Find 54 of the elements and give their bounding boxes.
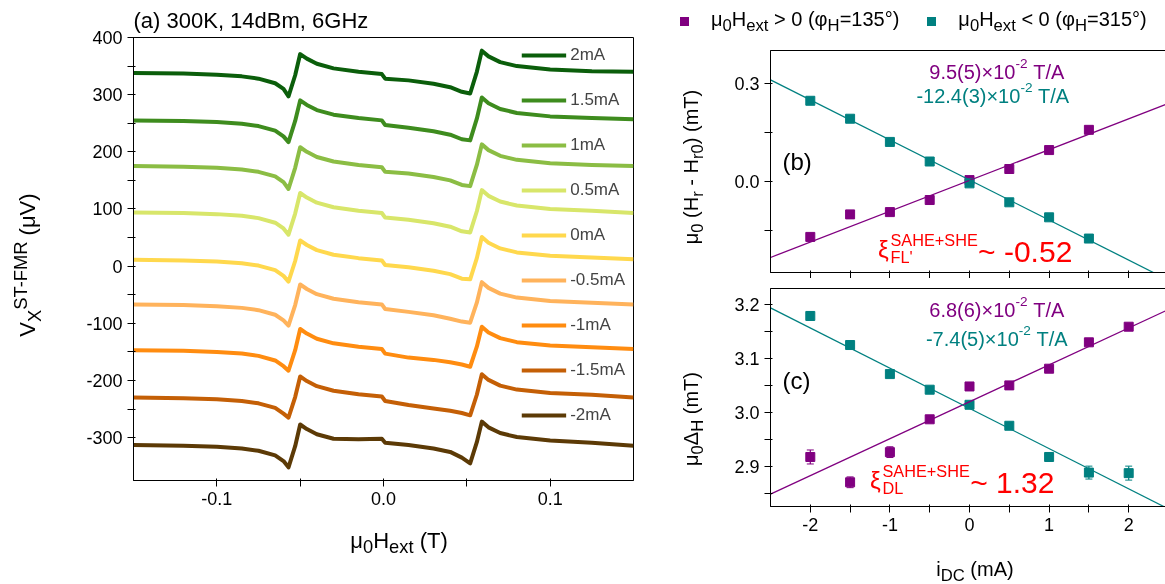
line-series: [133, 419, 634, 470]
y-tick-label: 0.0: [734, 171, 760, 192]
x-tick-label: -0.1: [201, 488, 233, 509]
point: [924, 156, 935, 167]
x-axis-title: i$_{DC}$ (mA): [935, 557, 1015, 584]
y-tick-label: 200: [92, 142, 123, 163]
x-tick-label: 1: [1044, 514, 1055, 535]
x-tick-label: 0.1: [537, 488, 563, 509]
x-tick-label: 0: [964, 514, 975, 535]
point: [1083, 233, 1094, 244]
point: [1083, 124, 1094, 135]
y-tick-label: 3.0: [734, 402, 760, 423]
point: [884, 369, 895, 380]
point: [1044, 363, 1055, 374]
point: [1044, 451, 1055, 462]
legend-label: -2mA: [570, 405, 611, 425]
legend-label: 0mA: [570, 225, 606, 245]
y-tick-label: 100: [92, 199, 123, 220]
y-tick-label: 0.3: [734, 73, 760, 94]
y-tick-label: -200: [86, 370, 123, 391]
point: [1004, 380, 1015, 391]
legend-label: 1.5mA: [570, 90, 620, 110]
chart-title: (a) 300K, 14dBm, 6GHz: [133, 7, 369, 33]
y-tick-label: 2.9: [734, 456, 760, 477]
point: [964, 381, 975, 392]
x-tick-label: -1: [881, 514, 898, 535]
y-tick-label: 3.2: [734, 295, 760, 316]
legend-label: -1.5mA: [570, 360, 625, 380]
y-tick-label: 400: [92, 28, 123, 48]
annotation: (c): [782, 366, 811, 394]
point: [1044, 212, 1055, 223]
legend-label: -0.5mA: [570, 270, 625, 290]
y-tick-label: -300: [86, 428, 123, 449]
y-tick-label: 3.1: [734, 348, 760, 369]
legend-label: 0.5mA: [570, 180, 620, 200]
y-tick-label: -100: [86, 313, 123, 334]
point: [1083, 337, 1094, 348]
legend-label: μ$_{0}$H$_{ext}$ > 0 (φ$_{H}$=135°): [711, 8, 900, 35]
legend-label: 2mA: [570, 45, 606, 65]
x-tick-label: 0.0: [370, 488, 397, 509]
point: [845, 209, 856, 220]
legend-label: 1mA: [570, 135, 606, 155]
point: [924, 195, 935, 206]
legend-label: μ$_{0}$H$_{ext}$ < 0 (φ$_{H}$=315°): [958, 8, 1147, 35]
x-axis-title: μ$_{0}$H$_{ext}$ (T): [349, 527, 449, 560]
y-tick-label: 300: [92, 85, 123, 106]
point: [1004, 164, 1015, 175]
annotation: (b): [782, 148, 812, 175]
x-tick-label: 2: [1123, 514, 1134, 535]
x-tick-label: -2: [802, 514, 819, 535]
point: [884, 136, 895, 147]
y-tick-label: 0: [112, 256, 123, 277]
legend-label: -1mA: [570, 315, 611, 335]
point: [805, 231, 816, 242]
